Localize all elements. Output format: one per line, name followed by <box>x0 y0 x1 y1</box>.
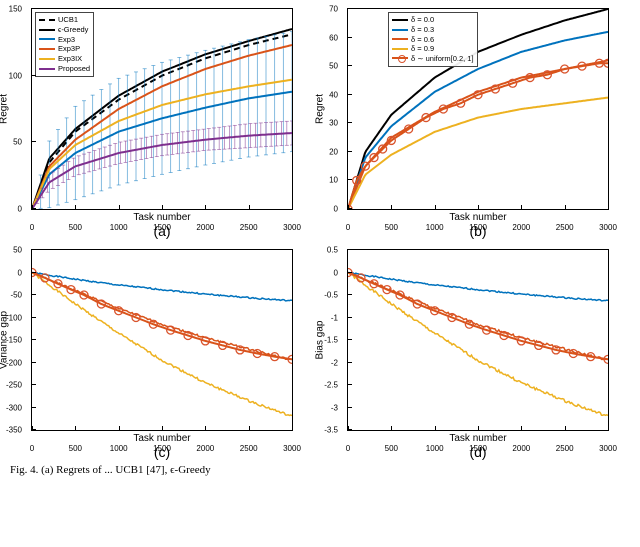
plot-d: Bias gap 050010001500200025003000-3.5-3-… <box>347 249 609 431</box>
panel-b: Regret δ = 0.0δ = 0.3δ = 0.6δ = 0.9δ ∼ u… <box>322 8 634 239</box>
panel-d: Bias gap 050010001500200025003000-3.5-3-… <box>322 249 634 460</box>
xlabel-c: Task number <box>133 433 190 444</box>
panel-c: Variance gap 050010001500200025003000-35… <box>6 249 318 460</box>
legend-a: UCB1ϵ-GreedyExp3Exp3PExp3IXProposed <box>35 12 94 77</box>
plot-b: Regret δ = 0.0δ = 0.3δ = 0.6δ = 0.9δ ∼ u… <box>347 8 609 210</box>
figure-grid: Regret UCB1ϵ-GreedyExp3Exp3PExp3IXPropos… <box>0 0 640 462</box>
ylabel-a: Regret <box>0 94 10 124</box>
panel-a: Regret UCB1ϵ-GreedyExp3Exp3PExp3IXPropos… <box>6 8 318 239</box>
plot-c: Variance gap 050010001500200025003000-35… <box>31 249 293 431</box>
figure-caption: Fig. 4. (a) Regrets of ... UCB1 [47], ϵ-… <box>0 462 640 476</box>
legend-b: δ = 0.0δ = 0.3δ = 0.6δ = 0.9δ ∼ uniform[… <box>388 12 478 67</box>
xlabel-b: Task number <box>449 212 506 223</box>
ylabel-b: Regret <box>315 94 326 124</box>
xlabel-a: Task number <box>133 212 190 223</box>
plot-a: Regret UCB1ϵ-GreedyExp3Exp3PExp3IXPropos… <box>31 8 293 210</box>
xlabel-d: Task number <box>449 433 506 444</box>
